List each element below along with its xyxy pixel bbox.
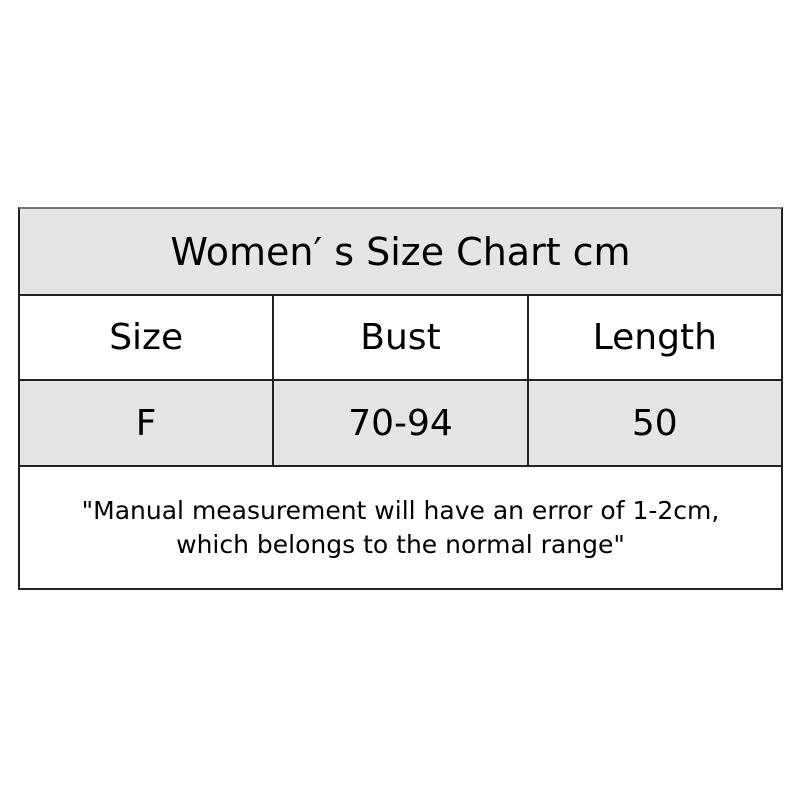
table-row: F 70-94 50	[20, 381, 781, 467]
size-chart-table: Women′ s Size Chart cm Size Bust Length …	[18, 207, 783, 590]
header-bust: Bust	[272, 296, 526, 379]
measurement-note: "Manual measurement will have an error o…	[20, 467, 781, 588]
note-line-1: "Manual measurement will have an error o…	[81, 495, 720, 525]
note-row: "Manual measurement will have an error o…	[20, 467, 781, 588]
header-size: Size	[109, 317, 184, 358]
header-row: Size Bust Length	[20, 296, 781, 381]
cell-size: F	[135, 402, 157, 444]
cell-bust: 70-94	[272, 381, 526, 465]
header-length: Length	[526, 296, 781, 379]
table-title: Women′ s Size Chart cm	[170, 229, 631, 274]
note-line-2: which belongs to the normal range"	[176, 529, 625, 559]
cell-length: 50	[526, 381, 781, 465]
title-row: Women′ s Size Chart cm	[20, 209, 781, 296]
